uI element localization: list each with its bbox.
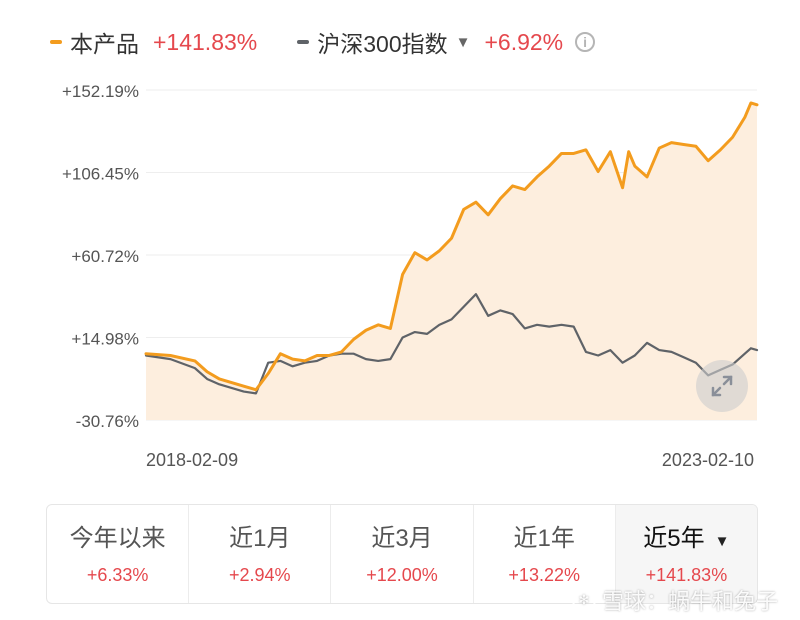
tab-dropdown-icon[interactable]: ▼ [714,532,730,550]
period-tabs: 今年以来 +6.33% 近1月 +2.94% 近3月 +12.00% 近1年 +13.22% 近… [46,504,758,604]
tab-period-4[interactable]: 近5年 ▼ +141.83% [615,505,757,603]
product-series-line [144,101,759,392]
tab-label: 今年以来 [69,524,166,552]
index-dropdown-icon[interactable]: ▼ [455,33,471,51]
tab-period-3[interactable]: 近1年 +13.22% [474,505,616,603]
x-start-label: 2018-02-09 [146,450,238,470]
tab-period-0[interactable]: 今年以来 +6.33% [47,505,190,603]
y-tick-label: +14.98% [71,330,139,349]
performance-line-chart[interactable]: +152.19% +106.45% +60.72% +14.98% -30.76% 201… [0,70,800,470]
tab-label: 近5年 ▼ [643,524,730,552]
tab-return-value: +141.83% [645,564,728,585]
tab-period-1[interactable]: 近1月 +2.94% [189,505,332,603]
y-tick-label: +106.45% [62,165,139,184]
x-end-label: 2023-02-10 [662,450,754,470]
index-return: +6.92% [484,28,564,55]
index-selector[interactable]: 沪深300指数 [317,31,448,57]
product-return: +141.83% [153,28,258,55]
expand-icon [711,375,733,397]
y-tick-label: -30.76% [76,412,139,431]
product-legend-swatch [50,40,62,44]
watermark: ✻ 雪球：蜗牛和兔子 [571,584,778,616]
tab-label: 近1年 [513,524,575,552]
product-legend-name: 本产品 [70,31,139,57]
tab-return-value: +2.94% [229,564,291,585]
watermark-text: 雪球：蜗牛和兔子 [601,589,778,614]
tab-period-2[interactable]: 近3月 +12.00% [331,505,474,603]
snowball-logo-icon: ✻ [571,588,596,612]
tab-return-value: +6.33% [86,564,149,585]
product-area-fill [146,102,757,420]
chart-legend: 本产品 +141.83% 沪深300指数 ▼ +6.92% i [50,22,596,62]
index-legend-swatch [297,40,310,44]
expand-chart-button[interactable] [696,360,748,412]
tab-label: 近1月 [229,524,291,552]
info-icon[interactable]: i [575,32,596,52]
index-series-line [144,293,759,395]
y-tick-label: +60.72% [71,247,139,266]
y-tick-label: +152.19% [62,82,139,101]
tab-label: 近3月 [371,524,433,552]
tab-return-value: +12.00% [366,564,438,585]
tab-return-value: +13.22% [508,564,580,585]
